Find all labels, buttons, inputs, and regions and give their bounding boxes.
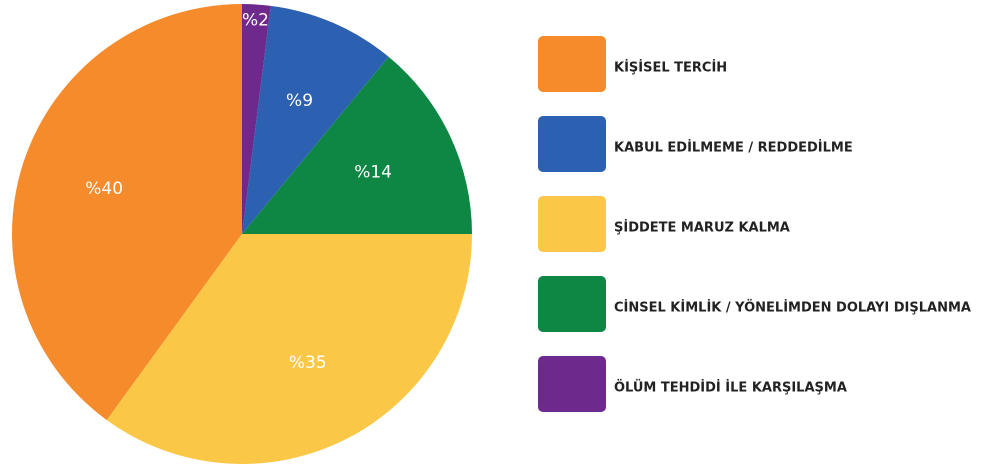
data-label: %14 — [354, 162, 392, 182]
pie-slice — [242, 5, 389, 235]
data-label: %35 — [289, 353, 327, 373]
legend-label: ÖLÜM TEHDİDİ İLE KARŞILAŞMA — [614, 380, 847, 396]
legend-swatch — [538, 116, 606, 172]
data-label: %2 — [242, 11, 269, 31]
data-label: %9 — [286, 91, 313, 111]
legend-swatch — [538, 196, 606, 252]
legend-label: KİŞİSEL TERCİH — [614, 60, 727, 76]
data-label: %40 — [85, 179, 123, 199]
legend-swatch — [538, 276, 606, 332]
pie-slice — [242, 4, 271, 234]
legend-label: ŞİDDETE MARUZ KALMA — [614, 220, 790, 236]
pie-slice — [242, 56, 472, 235]
pie-slice — [106, 234, 473, 464]
legend-swatch — [538, 356, 606, 412]
pie-slice — [12, 4, 243, 421]
legend-label: KABUL EDİLMEME / REDDEDİLME — [614, 140, 853, 156]
legend-swatch — [538, 36, 606, 92]
legend-label: CİNSEL KİMLİK / YÖNELİMDEN DOLAYI DIŞLAN… — [614, 300, 971, 316]
